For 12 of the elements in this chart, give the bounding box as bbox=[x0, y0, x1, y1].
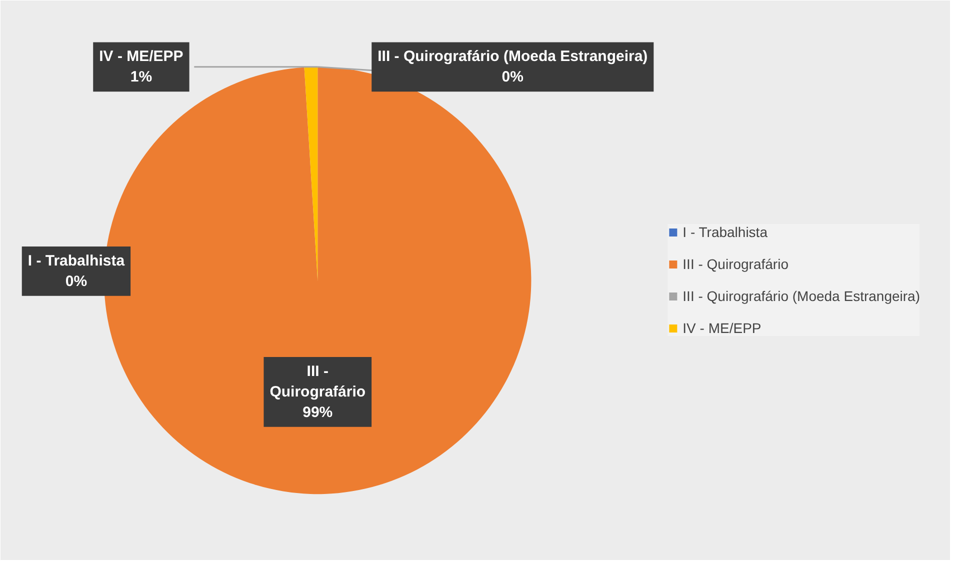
slice-label: III - Quirografário bbox=[270, 363, 366, 400]
slice-label: IV - ME/EPP bbox=[99, 48, 184, 66]
legend-label: III - Quirografário (Moeda Estrangeira) bbox=[682, 288, 920, 304]
text: 0% bbox=[502, 68, 524, 86]
legend-label: III - Quirografário bbox=[682, 256, 788, 272]
data-label: 99% bbox=[302, 404, 333, 421]
legend-label: IV - ME/EPP bbox=[682, 320, 762, 336]
category-label: III - Quirografário (Moeda Estrangeira) bbox=[378, 48, 648, 66]
category-label: I - Trabalhista bbox=[28, 252, 125, 270]
text: 0% bbox=[65, 272, 88, 290]
legend-label: I - Trabalhista bbox=[682, 224, 768, 240]
data-label: 1% bbox=[130, 68, 152, 86]
